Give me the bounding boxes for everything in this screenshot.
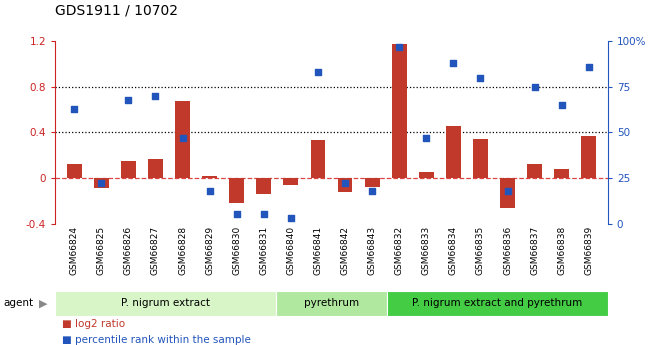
FancyBboxPatch shape <box>276 291 387 316</box>
Text: GSM66835: GSM66835 <box>476 226 485 275</box>
Bar <box>527 164 542 178</box>
Text: P. nigrum extract and pyrethrum: P. nigrum extract and pyrethrum <box>412 298 582 308</box>
FancyBboxPatch shape <box>387 291 608 316</box>
Text: GSM66836: GSM66836 <box>503 226 512 275</box>
Point <box>394 44 404 50</box>
Text: GSM66829: GSM66829 <box>205 226 214 275</box>
FancyBboxPatch shape <box>55 291 276 316</box>
Bar <box>148 159 163 178</box>
Point <box>367 188 377 194</box>
Point <box>259 212 269 217</box>
Point <box>502 188 513 194</box>
Text: GSM66843: GSM66843 <box>368 226 376 275</box>
Text: GSM66825: GSM66825 <box>97 226 106 275</box>
Text: P. nigrum extract: P. nigrum extract <box>122 298 210 308</box>
Text: GSM66833: GSM66833 <box>422 226 431 275</box>
Bar <box>256 178 271 194</box>
Text: GDS1911 / 10702: GDS1911 / 10702 <box>55 3 178 18</box>
Text: GSM66832: GSM66832 <box>395 226 404 275</box>
Text: GSM66826: GSM66826 <box>124 226 133 275</box>
Bar <box>311 140 326 178</box>
Bar <box>337 178 352 192</box>
Point <box>556 102 567 108</box>
Point <box>421 135 432 141</box>
Point <box>529 84 539 90</box>
Point <box>231 212 242 217</box>
Bar <box>202 176 217 178</box>
Point <box>475 75 486 81</box>
Text: ■ percentile rank within the sample: ■ percentile rank within the sample <box>62 335 251 345</box>
Bar <box>283 178 298 185</box>
Bar <box>94 178 109 188</box>
Text: agent: agent <box>3 298 33 308</box>
Text: GSM66840: GSM66840 <box>287 226 295 275</box>
Bar <box>500 178 515 208</box>
Text: GSM66838: GSM66838 <box>557 226 566 275</box>
Text: GSM66831: GSM66831 <box>259 226 268 275</box>
Point <box>177 135 188 141</box>
Text: GSM66841: GSM66841 <box>313 226 322 275</box>
Text: GSM66837: GSM66837 <box>530 226 539 275</box>
Text: GSM66842: GSM66842 <box>341 226 350 275</box>
Bar <box>554 169 569 178</box>
Bar <box>581 136 596 178</box>
Point <box>124 97 134 102</box>
Bar <box>392 44 407 178</box>
Bar <box>419 172 434 178</box>
Bar <box>229 178 244 203</box>
Point <box>448 60 459 66</box>
Text: GSM66834: GSM66834 <box>449 226 458 275</box>
Point <box>205 188 215 194</box>
Text: GSM66824: GSM66824 <box>70 226 79 275</box>
Bar <box>365 178 380 187</box>
Text: GSM66830: GSM66830 <box>232 226 241 275</box>
Point <box>584 64 594 70</box>
Bar <box>446 126 461 178</box>
Point <box>69 106 79 111</box>
Bar <box>473 139 488 178</box>
Point <box>286 215 296 221</box>
Point <box>96 181 107 186</box>
Text: GSM66828: GSM66828 <box>178 226 187 275</box>
Point <box>340 181 350 186</box>
Bar <box>175 101 190 178</box>
Point <box>313 70 323 75</box>
Bar <box>121 161 136 178</box>
Text: GSM66827: GSM66827 <box>151 226 160 275</box>
Bar <box>67 164 82 178</box>
Point <box>150 93 161 99</box>
Text: pyrethrum: pyrethrum <box>304 298 359 308</box>
Text: GSM66839: GSM66839 <box>584 226 593 275</box>
Text: ■ log2 ratio: ■ log2 ratio <box>62 319 125 329</box>
Text: ▶: ▶ <box>39 298 47 308</box>
